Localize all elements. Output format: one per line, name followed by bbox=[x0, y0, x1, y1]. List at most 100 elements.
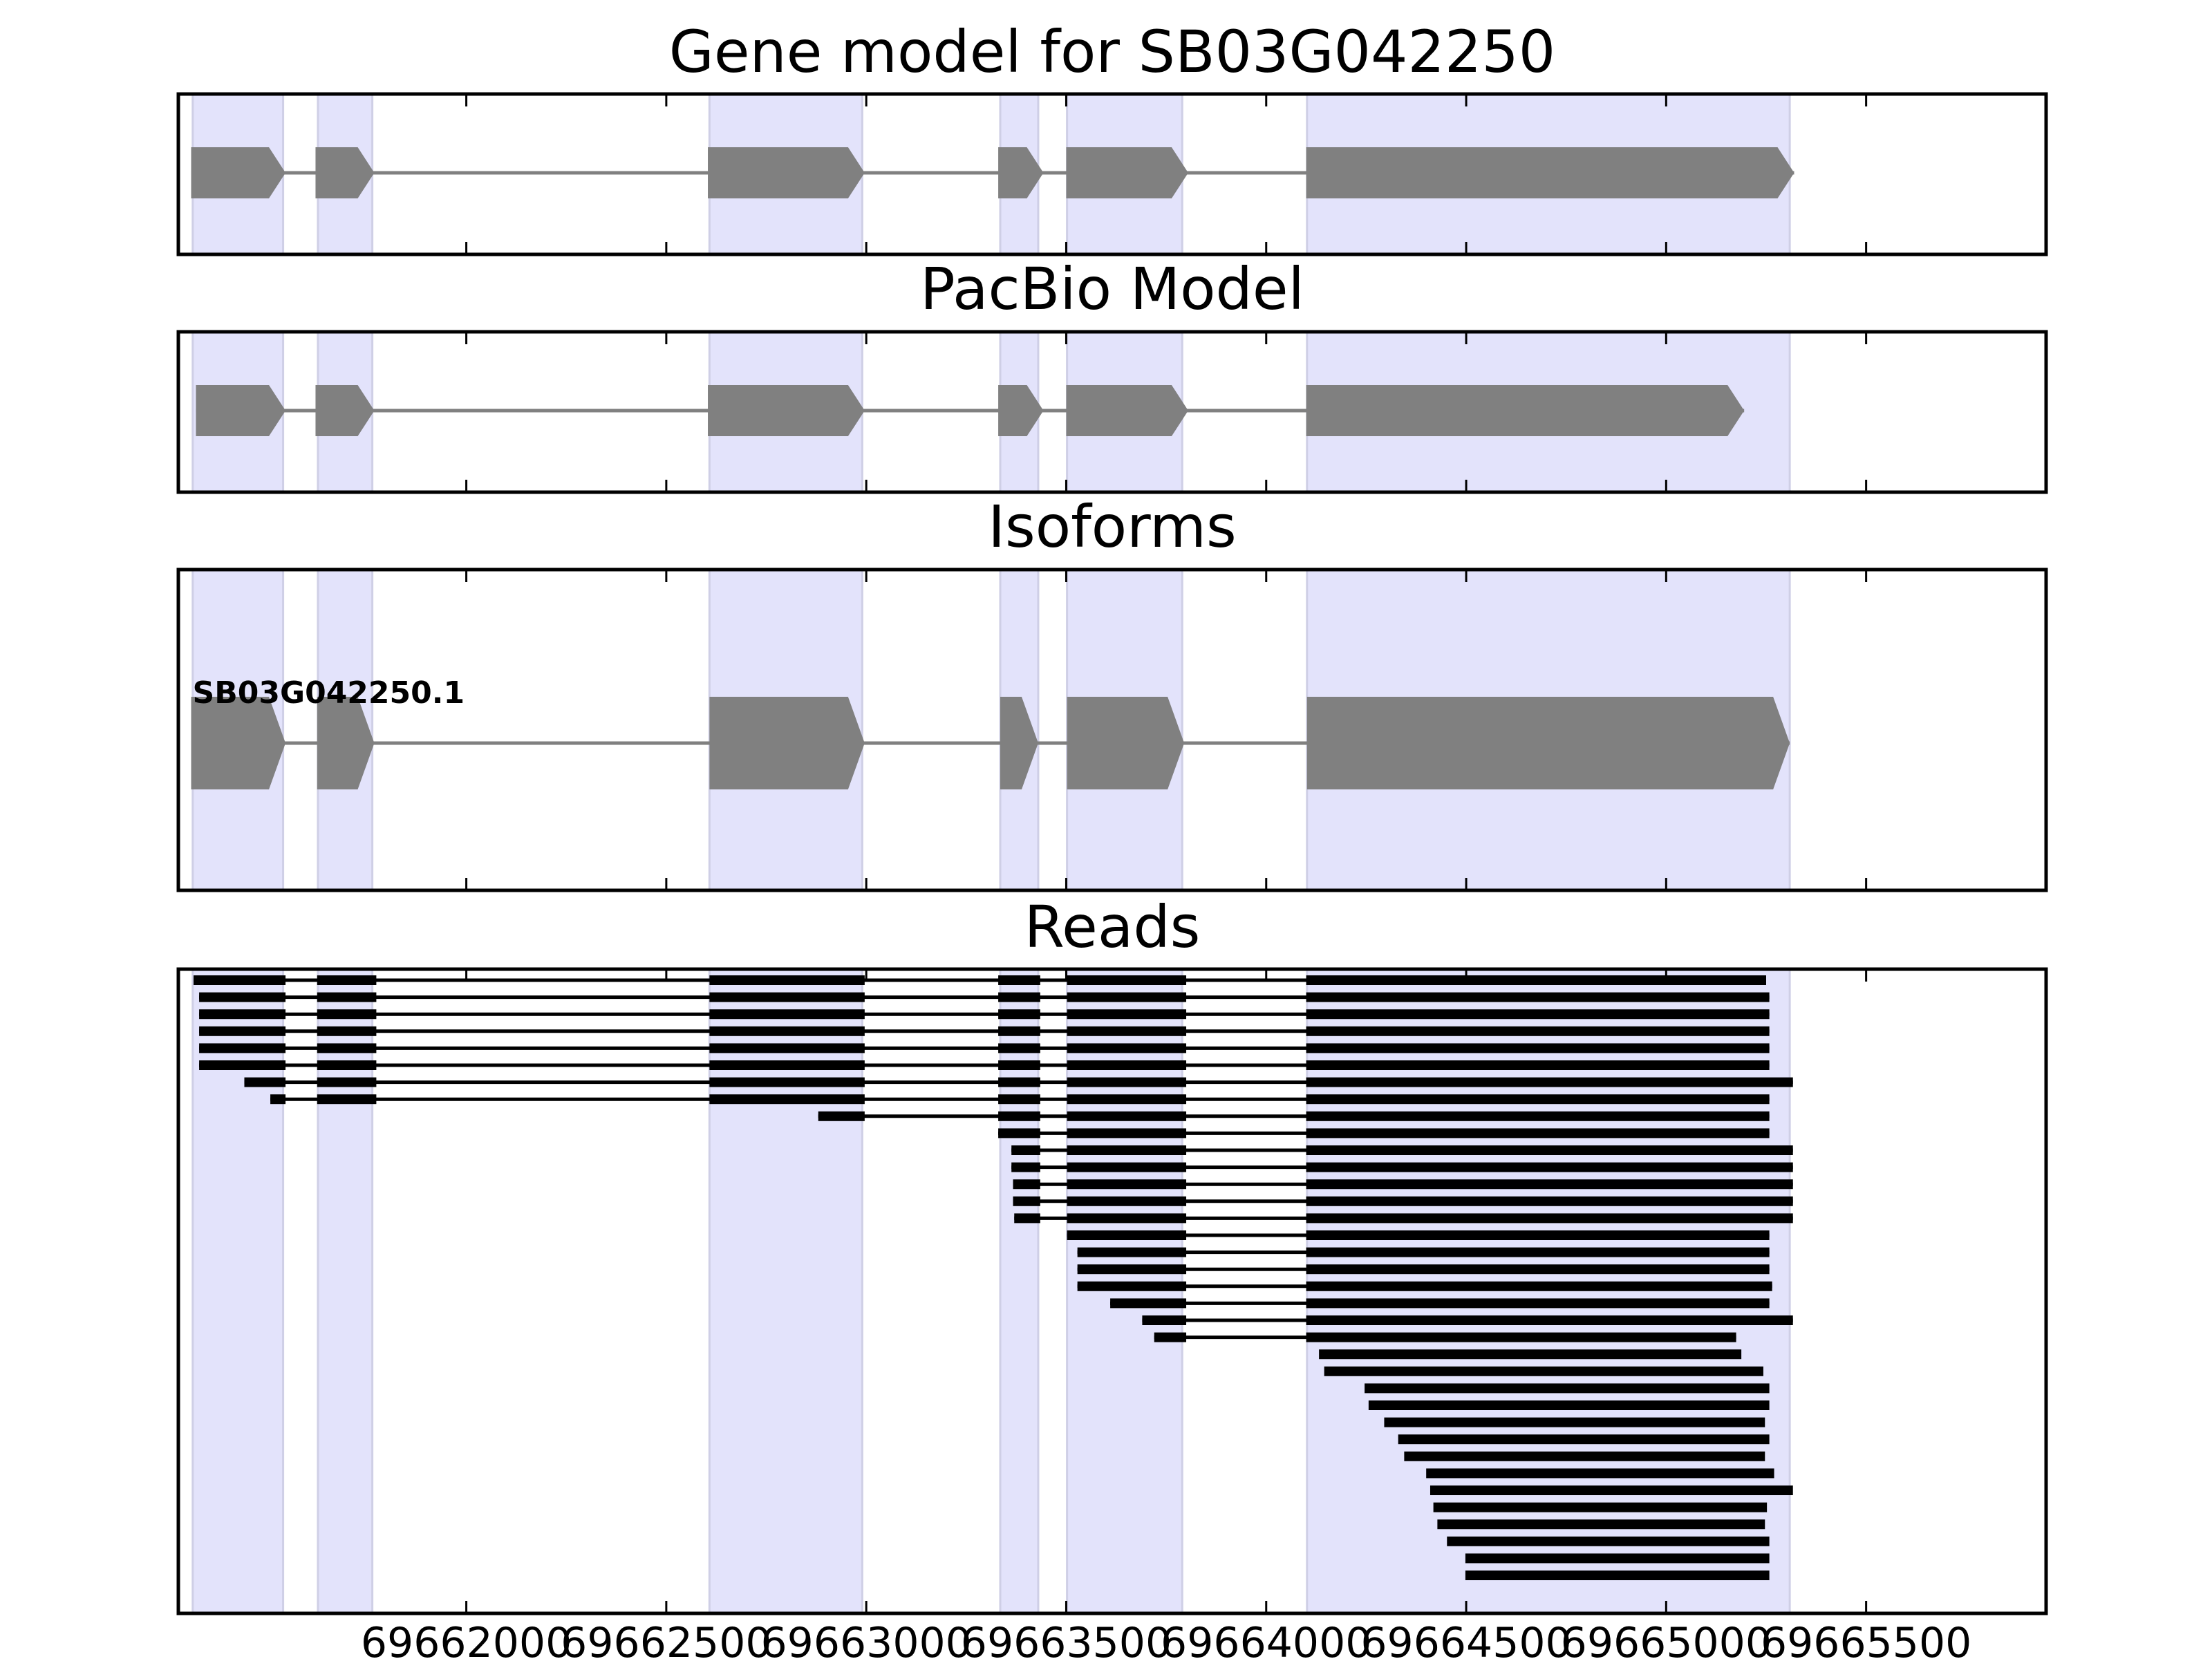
read-block bbox=[199, 1060, 286, 1070]
read-block bbox=[1306, 1094, 1770, 1105]
exon-shape bbox=[998, 147, 1044, 198]
read-block bbox=[1011, 1145, 1040, 1155]
exon-band bbox=[708, 969, 863, 1613]
read-block bbox=[1013, 1179, 1040, 1190]
read-block bbox=[1319, 1349, 1742, 1360]
panel-title: Isoforms bbox=[988, 493, 1237, 561]
read-block bbox=[1067, 1162, 1187, 1172]
read-25 bbox=[1368, 1400, 1770, 1410]
exon-shape bbox=[998, 385, 1044, 436]
read-block bbox=[1067, 1060, 1187, 1070]
read-34 bbox=[1465, 1553, 1770, 1564]
panel-3: Reads bbox=[176, 893, 2048, 1615]
read-block bbox=[1306, 1264, 1770, 1275]
exon-shape bbox=[1067, 697, 1185, 789]
read-block bbox=[1067, 992, 1187, 1002]
read-block bbox=[1306, 975, 1766, 985]
read-block bbox=[1398, 1434, 1770, 1445]
read-block bbox=[998, 1111, 1040, 1121]
read-23 bbox=[1324, 1366, 1763, 1376]
read-22 bbox=[1319, 1349, 1742, 1360]
read-block bbox=[1306, 1077, 1793, 1087]
read-block bbox=[709, 1094, 865, 1105]
read-block bbox=[1067, 1196, 1187, 1206]
read-block bbox=[1306, 1009, 1770, 1020]
read-block bbox=[1154, 1332, 1187, 1342]
exon-shape bbox=[709, 697, 865, 789]
x-tick-label: 69662000 bbox=[361, 1619, 572, 1659]
read-26 bbox=[1384, 1417, 1765, 1427]
read-29 bbox=[1426, 1468, 1774, 1479]
read-18 bbox=[1077, 1281, 1772, 1291]
read-16 bbox=[1077, 1247, 1770, 1257]
read-block bbox=[244, 1077, 286, 1087]
read-0 bbox=[193, 975, 1766, 985]
read-block bbox=[317, 1026, 377, 1036]
panel-title: PacBio Model bbox=[920, 255, 1304, 323]
read-block bbox=[709, 1077, 865, 1087]
read-30 bbox=[1430, 1485, 1793, 1495]
read-13 bbox=[1013, 1196, 1793, 1206]
read-block bbox=[1306, 1315, 1793, 1325]
read-1 bbox=[199, 992, 1770, 1002]
read-block bbox=[1011, 1162, 1040, 1172]
read-block bbox=[1067, 1043, 1187, 1053]
read-block bbox=[709, 975, 865, 985]
read-block bbox=[1426, 1468, 1774, 1479]
read-block bbox=[1447, 1536, 1770, 1546]
read-block bbox=[1306, 1026, 1770, 1036]
read-block bbox=[1067, 1111, 1187, 1121]
read-block bbox=[317, 1043, 377, 1053]
read-block bbox=[1110, 1298, 1187, 1309]
read-20 bbox=[1142, 1315, 1793, 1325]
read-block bbox=[1067, 1145, 1187, 1155]
read-block bbox=[1465, 1553, 1770, 1564]
x-tick-label: 69662500 bbox=[561, 1619, 771, 1659]
read-block bbox=[1067, 1077, 1187, 1087]
read-block bbox=[1067, 1230, 1187, 1240]
read-block bbox=[317, 1009, 377, 1020]
read-block bbox=[1067, 975, 1187, 985]
read-block bbox=[818, 1111, 865, 1121]
read-block bbox=[1077, 1264, 1187, 1275]
exon-shape bbox=[315, 385, 375, 436]
read-block bbox=[1067, 1179, 1187, 1190]
exon-shape bbox=[1000, 697, 1038, 789]
read-block bbox=[1324, 1366, 1763, 1376]
read-block bbox=[199, 992, 286, 1002]
read-17 bbox=[1077, 1264, 1770, 1275]
panel-0: Gene model for SB03G042250 bbox=[176, 18, 2048, 256]
read-block bbox=[1465, 1571, 1770, 1580]
panel-title: Gene model for SB03G042250 bbox=[669, 18, 1555, 86]
exon-band bbox=[999, 969, 1040, 1613]
read-block bbox=[1306, 1145, 1793, 1155]
panel-2: Isoforms SB03G042250.1 bbox=[176, 493, 2048, 892]
panel-frame bbox=[176, 92, 2048, 256]
read-block bbox=[1306, 1332, 1736, 1342]
read-9 bbox=[998, 1128, 1770, 1138]
read-block bbox=[1306, 1043, 1770, 1053]
read-block bbox=[709, 1043, 865, 1053]
read-block bbox=[1306, 1179, 1793, 1190]
read-block bbox=[1368, 1400, 1770, 1410]
panel-content: SB03G042250.1 bbox=[191, 570, 1791, 890]
read-14 bbox=[1014, 1213, 1793, 1224]
read-block bbox=[1067, 1009, 1187, 1020]
exon-shape bbox=[708, 385, 865, 436]
read-block bbox=[1077, 1247, 1187, 1257]
read-block bbox=[1306, 1128, 1770, 1138]
read-block bbox=[1306, 1247, 1770, 1257]
read-block bbox=[1430, 1485, 1793, 1495]
read-block bbox=[317, 992, 377, 1002]
read-21 bbox=[1154, 1332, 1736, 1342]
read-7 bbox=[270, 1094, 1770, 1105]
read-block bbox=[1306, 992, 1770, 1002]
panel-content bbox=[191, 332, 1791, 492]
read-block bbox=[1306, 1196, 1793, 1206]
read-block bbox=[317, 975, 377, 985]
read-block bbox=[193, 975, 286, 985]
read-12 bbox=[1013, 1179, 1793, 1190]
exon-shape bbox=[315, 147, 375, 198]
read-block bbox=[1077, 1281, 1187, 1291]
exon-shape bbox=[1066, 147, 1188, 198]
